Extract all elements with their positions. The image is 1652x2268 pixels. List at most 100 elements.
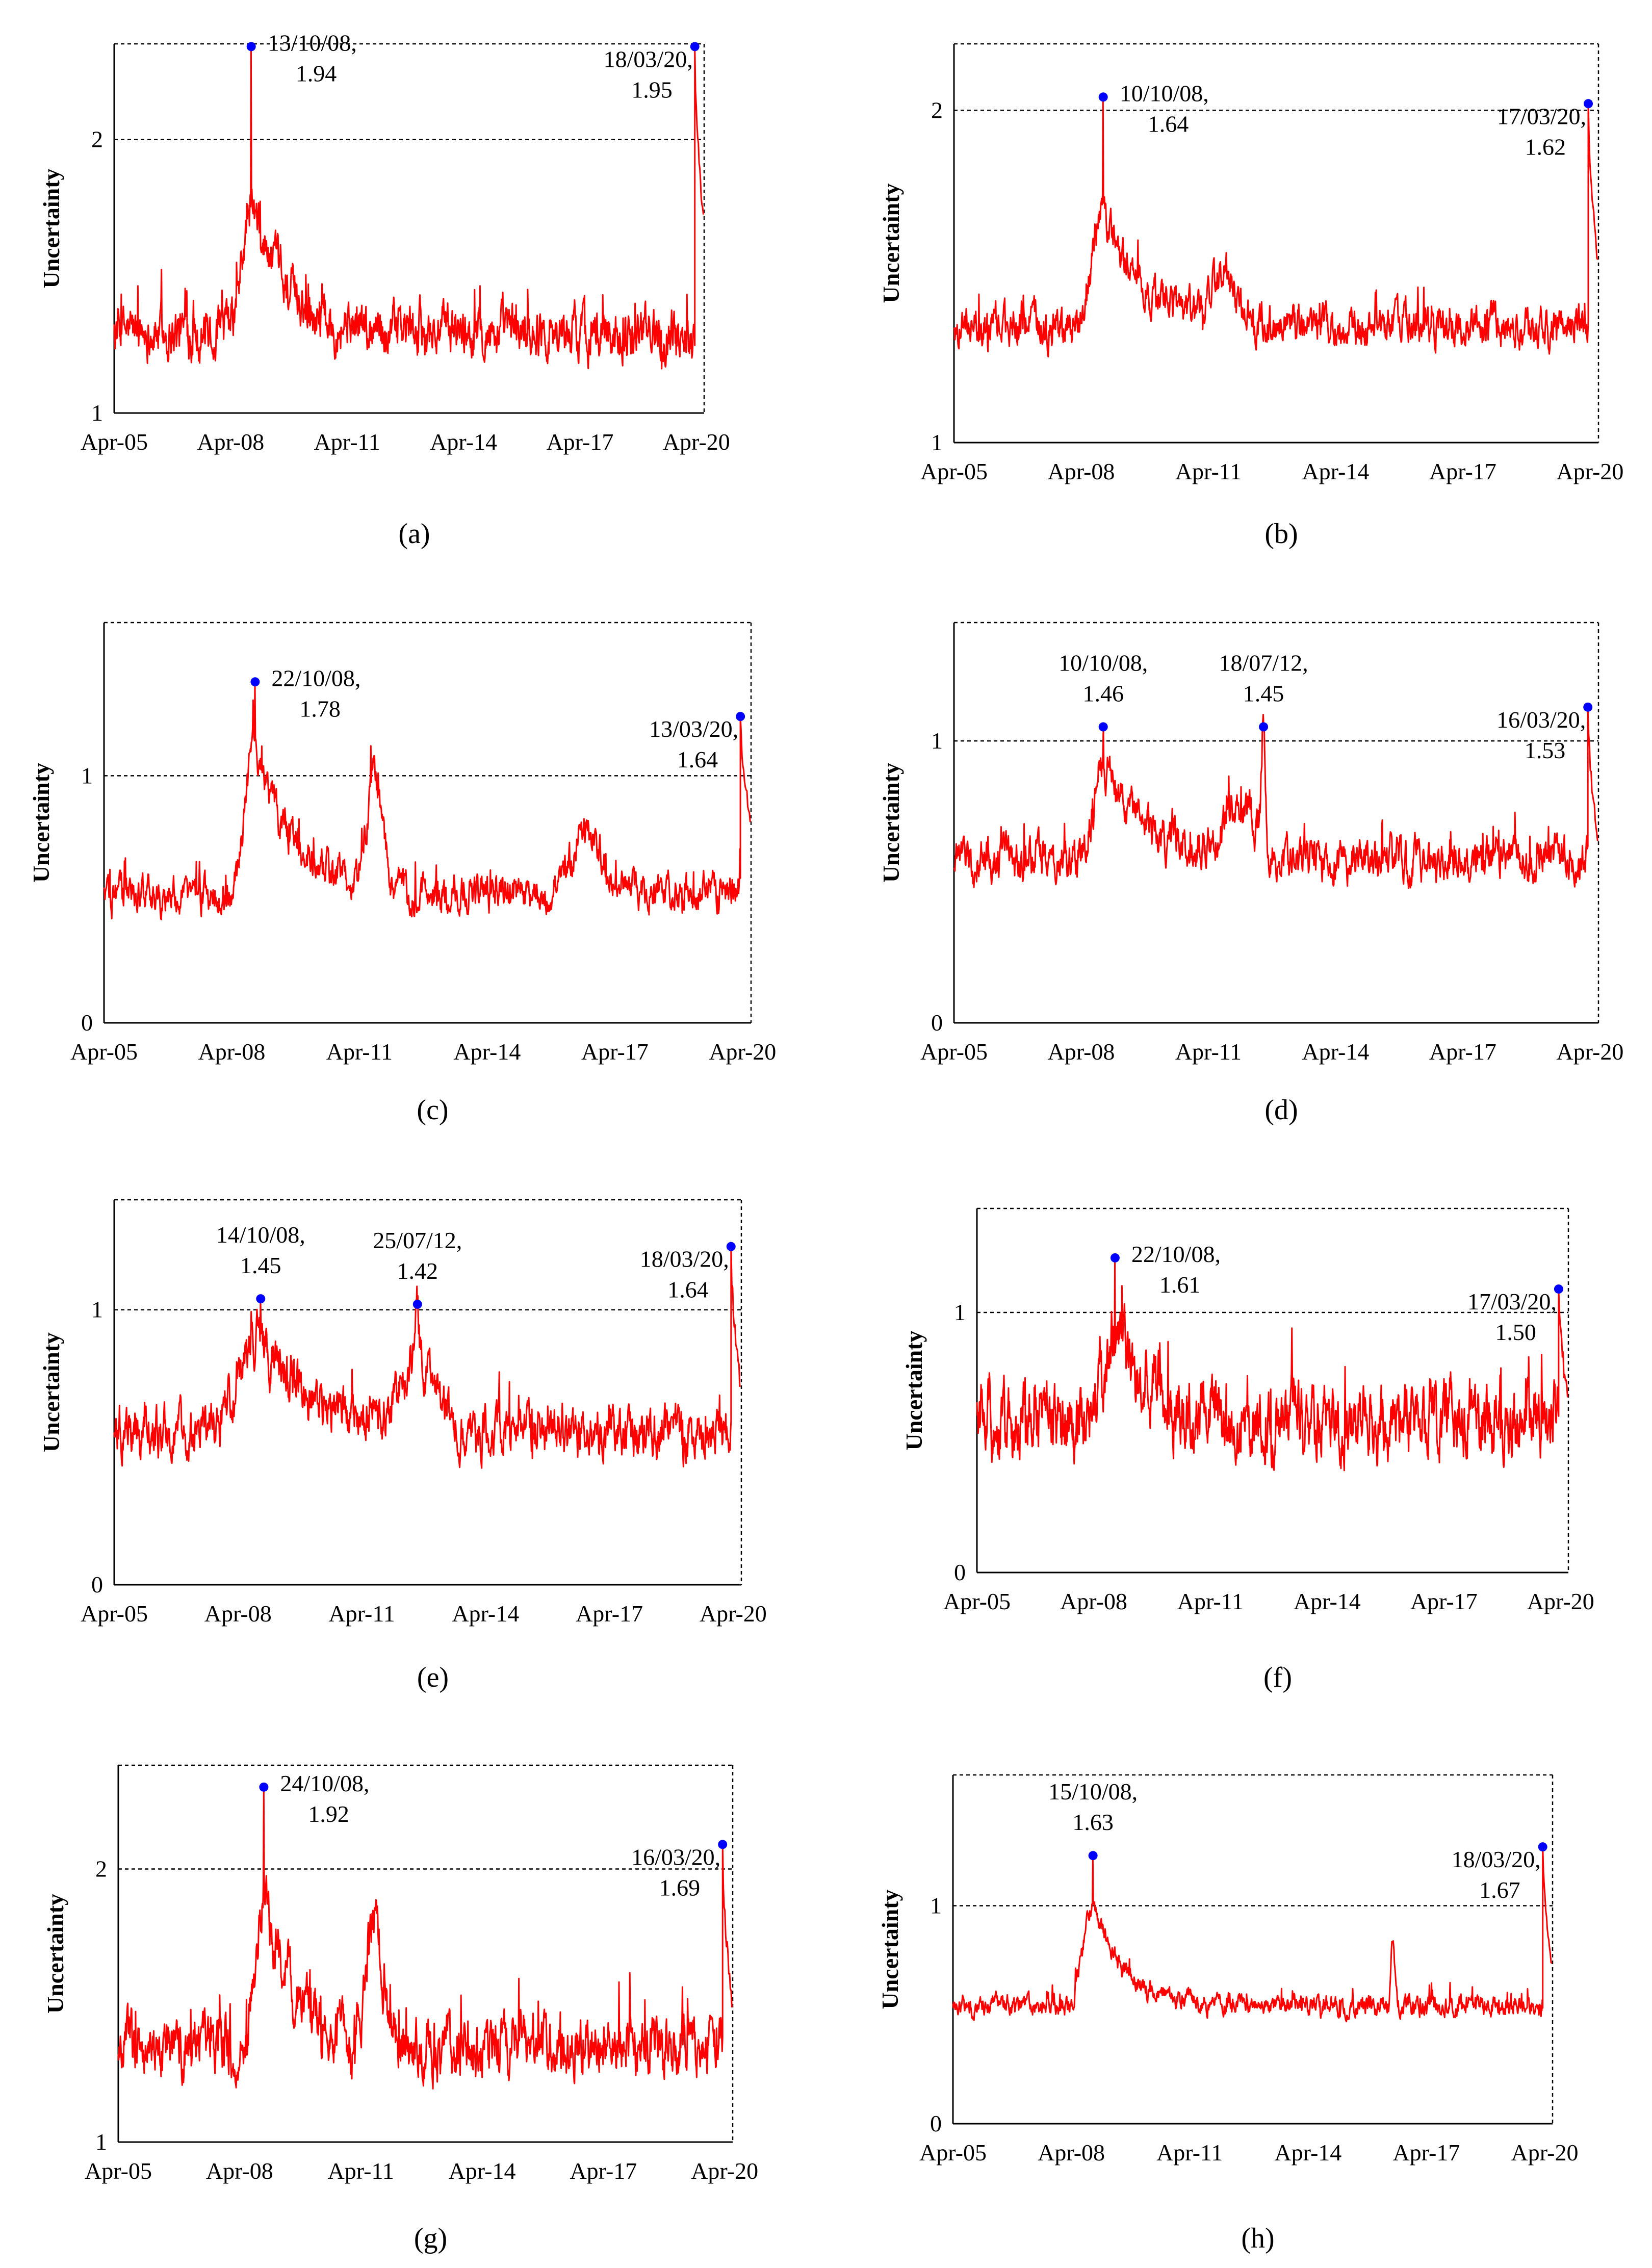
peak-value-label: 1.64 [677, 746, 718, 772]
x-tick-label: Apr-11 [328, 1601, 395, 1627]
y-tick-label: 1 [931, 728, 943, 754]
x-tick-label: Apr-05 [85, 2158, 152, 2184]
peak-value-label: 1.62 [1525, 134, 1566, 160]
uncertainty-series-line [117, 1786, 733, 2090]
peak-value-label: 1.94 [296, 60, 337, 86]
peak-marker [250, 677, 260, 687]
peak-marker [259, 1782, 269, 1792]
x-tick-label: Apr-20 [691, 2158, 758, 2184]
x-tick-label: Apr-08 [1060, 1588, 1127, 1614]
peak-marker [1538, 1842, 1547, 1852]
panel-caption: (b) [1264, 518, 1298, 550]
x-tick-label: Apr-14 [452, 1601, 519, 1627]
peak-date-label: 25/07/12, [373, 1227, 462, 1253]
x-tick-label: Apr-05 [81, 1601, 148, 1627]
uncertainty-series-line [953, 706, 1598, 889]
y-tick-label: 2 [931, 97, 943, 123]
peak-value-label: 1.45 [240, 1252, 281, 1278]
x-tick-label: Apr-05 [919, 2140, 987, 2166]
y-tick-label: 0 [954, 1559, 966, 1585]
peak-date-label: 18/03/20, [1452, 1846, 1541, 1872]
panel-f: 0 1 Apr-05 Apr-08 Apr-11 Apr-14 Apr-17 Apr-20 Un… [901, 1207, 1594, 1693]
peak-value-label: 1.45 [1243, 681, 1284, 707]
peak-date-label: 16/03/20, [1496, 707, 1586, 733]
x-tick-label: Apr-05 [920, 458, 988, 484]
peak-date-label: 15/10/08, [1048, 1779, 1138, 1805]
y-tick-label: 0 [91, 1571, 103, 1597]
x-tick-label: Apr-05 [920, 1039, 988, 1065]
x-tick-label: Apr-08 [1048, 458, 1115, 484]
x-tick-label: Apr-11 [326, 1039, 393, 1065]
peak-date-label: 14/10/08, [216, 1222, 305, 1248]
peak-date-label: 22/10/08, [271, 665, 360, 691]
peak-date-label: 18/03/20, [604, 46, 693, 72]
x-tick-label: Apr-08 [1038, 2140, 1105, 2166]
panel-a: 1 2 Apr-05 Apr-08 Apr-11 Apr-14 Apr-17 Apr-20 Un… [38, 30, 730, 550]
uncertainty-series-line [113, 45, 704, 370]
x-tick-label: Apr-05 [943, 1588, 1011, 1614]
peak-date-label: 18/07/12, [1219, 650, 1308, 676]
panel-caption: (d) [1264, 1094, 1298, 1126]
y-tick-label: 1 [95, 2129, 107, 2155]
x-tick-label: Apr-14 [1302, 458, 1369, 484]
y-tick-label: 2 [91, 126, 103, 152]
y-axis-label: Uncertainty [38, 1332, 64, 1452]
x-tick-label: Apr-20 [1556, 458, 1623, 484]
y-tick-label: 2 [95, 1855, 107, 1882]
panel-e: 0 1 Apr-05 Apr-08 Apr-11 Apr-14 Apr-17 Apr-20 Un… [38, 1199, 767, 1693]
peak-value-label: 1.64 [667, 1277, 709, 1303]
x-tick-label: Apr-17 [570, 2158, 637, 2184]
peak-date-label: 17/03/20, [1467, 1288, 1557, 1315]
x-tick-label: Apr-08 [1048, 1039, 1115, 1065]
panel-g: 1 2 Apr-05 Apr-08 Apr-11 Apr-14 Apr-17 Apr-20 Un… [42, 1764, 758, 2254]
x-tick-label: Apr-11 [328, 2158, 394, 2184]
x-tick-label: Apr-08 [206, 2158, 273, 2184]
peak-marker [690, 42, 700, 51]
y-axis-label: Uncertainty [42, 1894, 68, 2014]
x-tick-label: Apr-20 [1556, 1039, 1623, 1065]
panel-caption: (e) [417, 1662, 449, 1693]
x-tick-label: Apr-20 [1511, 2140, 1579, 2166]
peak-value-label: 1.64 [1148, 111, 1189, 137]
peak-value-label: 1.95 [631, 76, 673, 102]
x-tick-label: Apr-05 [81, 429, 148, 455]
peak-marker [412, 1299, 422, 1309]
peak-date-label: 16/03/20, [631, 1844, 720, 1870]
panel-c: 0 1 Apr-05 Apr-08 Apr-11 Apr-14 Apr-17 Apr-20 Un… [28, 622, 776, 1126]
x-tick-label: Apr-17 [576, 1601, 643, 1627]
peak-date-label: 22/10/08, [1131, 1241, 1221, 1267]
peak-value-label: 1.46 [1082, 681, 1124, 707]
x-tick-label: Apr-17 [1410, 1588, 1478, 1614]
x-tick-label: Apr-20 [1527, 1588, 1594, 1614]
y-tick-label: 1 [931, 429, 943, 455]
panel-caption: (h) [1241, 2223, 1274, 2254]
panel-caption: (c) [417, 1094, 448, 1126]
peak-value-label: 1.61 [1159, 1272, 1201, 1298]
panel-d: 0 1 Apr-05 Apr-08 Apr-11 Apr-14 Apr-17 Apr-20 Un… [878, 622, 1623, 1126]
x-tick-label: Apr-08 [204, 1601, 272, 1627]
y-tick-label: 0 [931, 1010, 943, 1036]
x-tick-label: Apr-20 [663, 429, 730, 455]
peak-marker [246, 42, 256, 51]
panel-caption: (g) [414, 2223, 447, 2254]
x-tick-label: Apr-17 [1429, 458, 1496, 484]
y-tick-label: 1 [91, 400, 103, 426]
x-tick-label: Apr-14 [430, 429, 497, 455]
peak-marker [1583, 702, 1593, 712]
panel-caption: (f) [1263, 1662, 1292, 1693]
y-axis-label: Uncertainty [878, 183, 904, 303]
x-tick-label: Apr-14 [1274, 2140, 1341, 2166]
y-tick-label: 0 [81, 1010, 93, 1036]
peak-date-label: 13/03/20, [649, 716, 738, 742]
peak-marker [1088, 1851, 1098, 1861]
x-tick-label: Apr-14 [449, 2158, 516, 2184]
panel-h: 0 1 Apr-05 Apr-08 Apr-11 Apr-14 Apr-17 Apr-20 Un… [877, 1774, 1579, 2254]
peak-date-label: 10/10/08, [1120, 80, 1209, 106]
peak-marker [1098, 92, 1108, 102]
x-tick-label: Apr-14 [453, 1039, 521, 1065]
x-tick-label: Apr-17 [1392, 2140, 1460, 2166]
y-tick-label: 1 [91, 1297, 103, 1323]
peak-value-label: 1.42 [397, 1258, 438, 1284]
x-tick-label: Apr-08 [198, 1039, 265, 1065]
